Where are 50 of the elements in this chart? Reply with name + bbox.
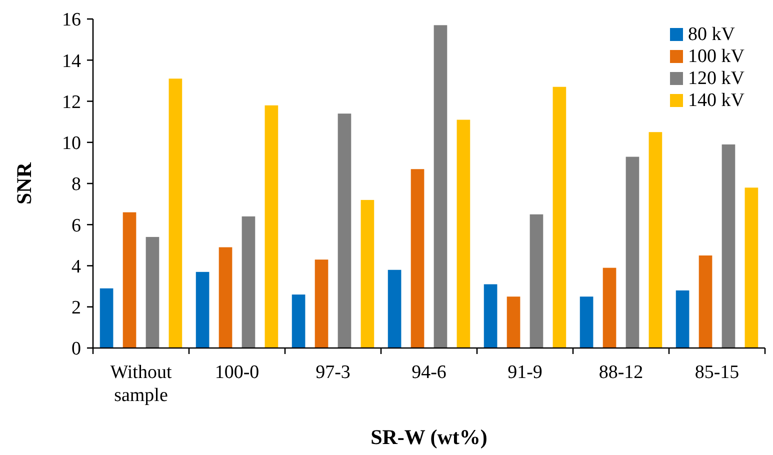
bar bbox=[292, 294, 306, 348]
bar bbox=[676, 290, 690, 348]
x-tick-label: 88-12 bbox=[598, 362, 644, 383]
bar bbox=[168, 78, 182, 348]
x-tick-label: Without sample bbox=[110, 362, 172, 406]
bar bbox=[580, 296, 594, 348]
bar bbox=[530, 214, 544, 348]
x-tick-label: 94-6 bbox=[412, 362, 446, 383]
y-tick-label: 8 bbox=[72, 174, 81, 196]
bar bbox=[648, 132, 662, 348]
legend-label: 140 kV bbox=[688, 90, 745, 111]
y-tick-label: 0 bbox=[72, 338, 81, 360]
x-tick-label: 91-9 bbox=[508, 362, 542, 383]
bar bbox=[722, 144, 736, 348]
legend-label: 80 kV bbox=[688, 24, 736, 45]
bar bbox=[698, 255, 712, 348]
x-tick-label: 97-3 bbox=[316, 362, 350, 383]
bar bbox=[218, 247, 232, 348]
bar bbox=[146, 236, 160, 348]
bar bbox=[264, 105, 278, 348]
legend-label: 100 kV bbox=[688, 46, 745, 67]
y-tick-label: 14 bbox=[62, 50, 82, 72]
bar bbox=[506, 296, 520, 348]
bar bbox=[196, 272, 210, 348]
y-tick-label: 6 bbox=[72, 215, 81, 236]
bar bbox=[456, 120, 470, 348]
y-tick-label: 2 bbox=[72, 298, 81, 319]
bar bbox=[744, 188, 758, 348]
bar bbox=[552, 86, 566, 348]
x-tick-label: 100-0 bbox=[214, 362, 260, 383]
bar bbox=[100, 288, 114, 348]
y-tick-label: 12 bbox=[62, 92, 81, 113]
bar bbox=[388, 270, 402, 348]
bar bbox=[338, 114, 352, 348]
bar bbox=[484, 284, 498, 348]
bar bbox=[314, 260, 328, 348]
bar bbox=[242, 216, 256, 348]
bar bbox=[434, 25, 448, 348]
y-axis-title: SNR bbox=[12, 162, 36, 205]
bar bbox=[626, 156, 640, 348]
bar bbox=[122, 212, 136, 348]
x-tick-label: 85-15 bbox=[694, 362, 740, 383]
bar bbox=[602, 268, 616, 348]
x-axis-title: SR-W (wt%) bbox=[370, 425, 488, 449]
y-tick-label: 10 bbox=[62, 133, 81, 154]
y-tick-label: 16 bbox=[62, 10, 81, 31]
bar bbox=[360, 200, 374, 348]
y-tick-label: 4 bbox=[72, 256, 82, 278]
bar bbox=[410, 169, 424, 348]
legend-label: 120 kV bbox=[688, 68, 745, 89]
